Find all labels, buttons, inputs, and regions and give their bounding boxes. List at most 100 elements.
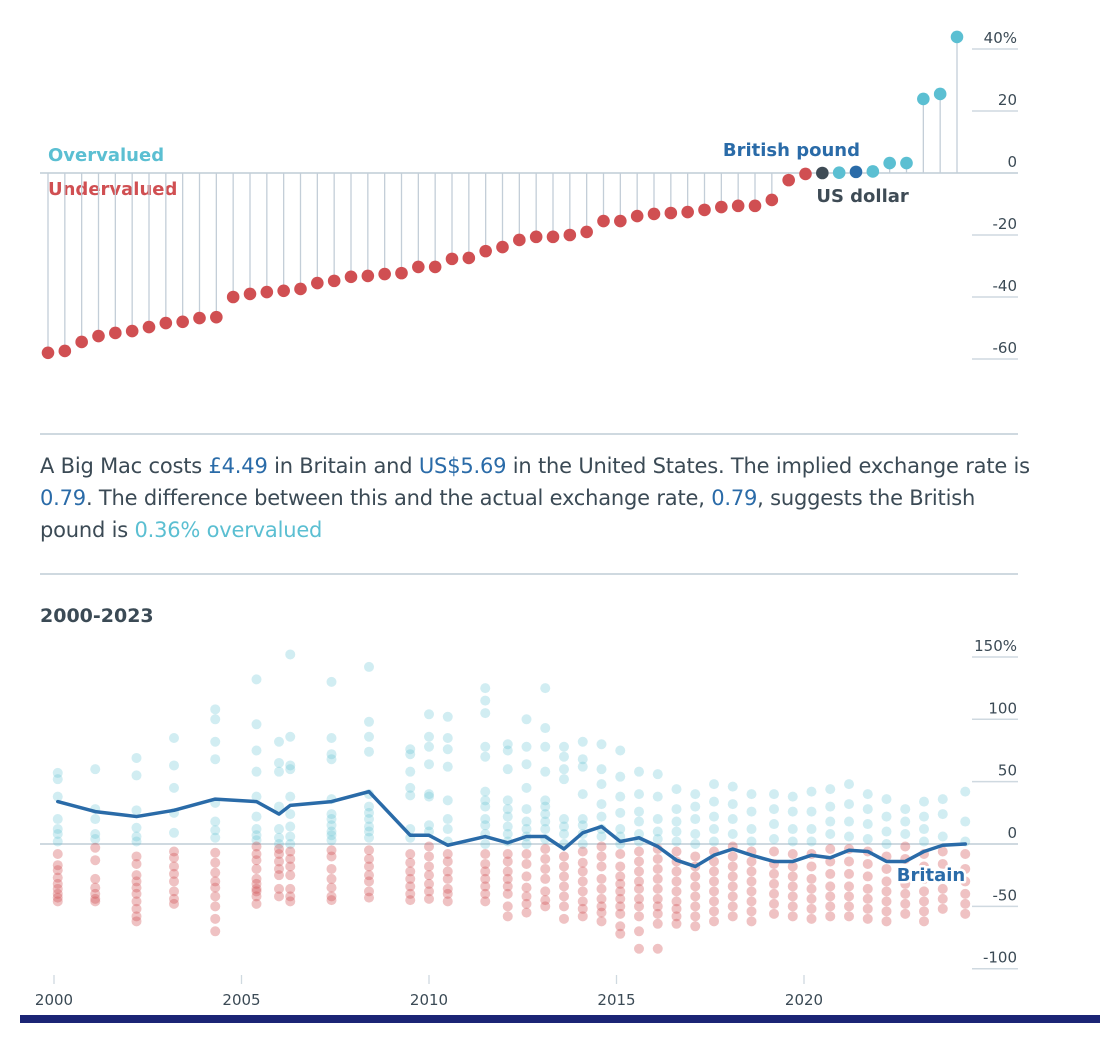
country-point	[251, 766, 262, 777]
y-tick-label: 40%	[984, 29, 1017, 47]
country-point	[787, 791, 798, 802]
country-point	[285, 839, 296, 849]
country-point	[671, 903, 682, 914]
country-point	[844, 779, 854, 790]
country-dot	[479, 244, 492, 258]
country-point	[521, 804, 532, 815]
country-point	[442, 896, 453, 907]
country-point	[559, 891, 569, 902]
country-point	[596, 841, 607, 852]
country-point	[274, 801, 284, 812]
country-point	[210, 825, 221, 836]
country-point	[937, 846, 948, 857]
country-point	[960, 848, 971, 859]
country-point	[919, 861, 929, 872]
country-point	[364, 870, 374, 881]
country-point	[424, 789, 434, 800]
country-point	[364, 845, 374, 856]
country-point	[787, 836, 798, 847]
country-point	[131, 770, 142, 781]
country-point	[806, 836, 817, 847]
country-point	[900, 866, 911, 877]
country-point	[480, 848, 491, 859]
country-point	[881, 876, 892, 887]
country-point	[285, 791, 296, 802]
country-point	[825, 868, 836, 879]
country-point	[251, 745, 262, 756]
country-point	[862, 913, 873, 924]
country-point	[326, 835, 337, 846]
country-point	[90, 842, 101, 853]
country-dot	[513, 233, 526, 247]
country-point	[405, 790, 416, 801]
country-point	[285, 649, 296, 660]
country-point	[405, 888, 416, 899]
history-chart-title: 2000-2023	[40, 605, 154, 627]
country-point	[251, 891, 262, 902]
country-point	[251, 848, 262, 859]
country-point	[326, 873, 337, 884]
country-point	[787, 848, 798, 859]
country-point	[577, 754, 588, 765]
country-point	[862, 804, 873, 815]
country-point	[540, 895, 551, 906]
country-point	[405, 848, 416, 859]
country-point	[52, 883, 63, 894]
country-point	[615, 848, 626, 859]
y-tick-label: 50	[998, 762, 1017, 780]
country-point	[652, 918, 663, 929]
country-point	[364, 892, 374, 903]
country-point	[169, 893, 179, 904]
country-dot	[597, 214, 610, 228]
country-point	[671, 784, 682, 795]
country-point	[709, 779, 719, 790]
country-point	[502, 911, 513, 922]
country-point	[746, 789, 757, 800]
country-point	[559, 851, 569, 862]
country-point	[480, 896, 491, 907]
country-point	[844, 816, 854, 827]
country-point	[690, 921, 701, 932]
country-point	[285, 861, 296, 872]
country-point	[52, 836, 63, 847]
country-point	[90, 896, 101, 907]
country-point	[405, 782, 416, 793]
country-point	[577, 814, 588, 825]
country-point	[881, 916, 892, 927]
country-point	[690, 789, 701, 800]
country-point	[480, 695, 491, 706]
country-point	[596, 883, 607, 894]
country-point	[615, 871, 626, 882]
country-point	[881, 896, 892, 907]
country-point	[364, 853, 374, 864]
country-point	[709, 866, 719, 877]
country-point	[577, 820, 588, 831]
country-dot	[327, 274, 341, 288]
country-point	[652, 883, 663, 894]
country-point	[652, 814, 663, 825]
country-dot	[647, 207, 661, 221]
country-point	[577, 896, 588, 907]
country-point	[727, 814, 738, 825]
country-point	[502, 795, 513, 806]
x-tick-label: 2020	[785, 991, 823, 1009]
country-point	[900, 829, 911, 840]
country-dot	[731, 199, 745, 213]
country-point	[937, 831, 948, 842]
country-point	[577, 839, 588, 849]
country-point	[634, 911, 644, 922]
country-point	[405, 881, 416, 892]
country-point	[364, 821, 374, 832]
country-point	[326, 754, 337, 765]
country-dot	[361, 269, 375, 283]
country-point	[521, 848, 532, 859]
country-point	[285, 764, 296, 775]
country-point	[285, 821, 296, 832]
country-point	[960, 908, 971, 919]
country-point	[540, 683, 551, 694]
country-point	[862, 834, 873, 845]
country-point	[881, 839, 892, 849]
country-point	[559, 871, 569, 882]
country-point	[960, 863, 971, 874]
country-point	[769, 898, 779, 909]
